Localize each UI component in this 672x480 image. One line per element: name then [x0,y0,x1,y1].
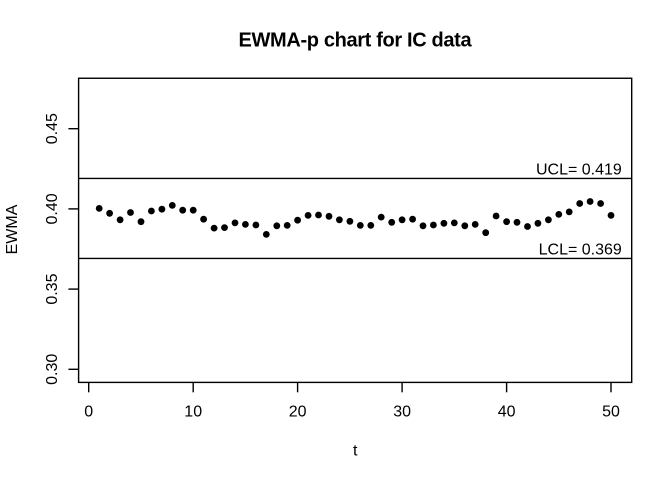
svg-text:LCL= 0.369: LCL= 0.369 [539,241,622,258]
svg-text:10: 10 [184,404,202,421]
svg-text:0.35: 0.35 [44,273,61,304]
svg-text:t: t [353,443,358,460]
svg-text:40: 40 [498,404,516,421]
svg-text:0.30: 0.30 [44,354,61,385]
svg-text:30: 30 [393,404,411,421]
svg-text:0: 0 [84,404,93,421]
svg-text:20: 20 [289,404,307,421]
svg-text:50: 50 [602,404,620,421]
svg-text:UCL= 0.419: UCL= 0.419 [536,161,622,178]
svg-text:0.40: 0.40 [44,193,61,224]
svg-text:EWMA-p chart for IC data: EWMA-p chart for IC data [239,29,473,51]
svg-text:0.45: 0.45 [44,113,61,144]
svg-text:EWMA: EWMA [4,204,21,254]
